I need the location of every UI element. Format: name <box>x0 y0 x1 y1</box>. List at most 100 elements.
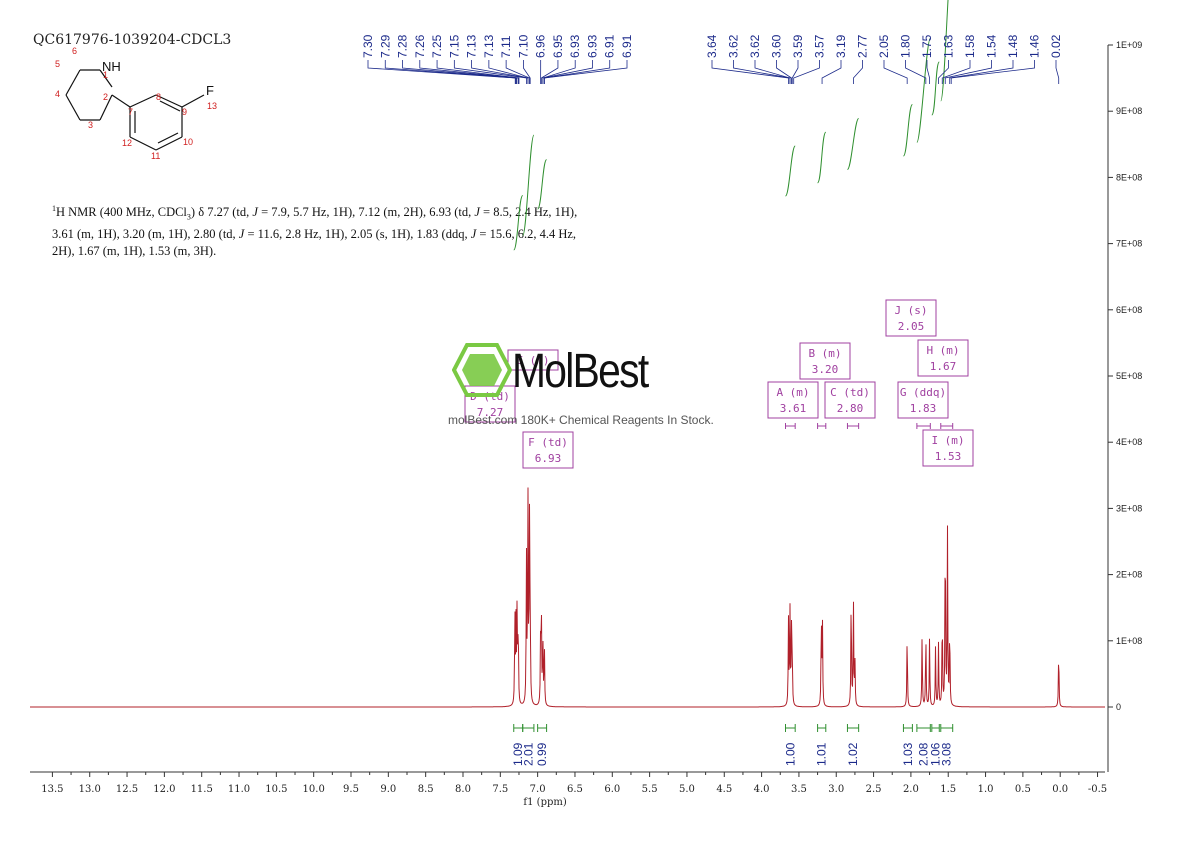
x-tick-label: 11.5 <box>191 784 213 795</box>
integral-curve <box>916 37 931 143</box>
peak-label-leader <box>711 60 789 84</box>
atom-label: 9 <box>182 107 187 117</box>
multiplet-box <box>897 381 949 419</box>
multiplet-shift: 3.20 <box>812 363 839 376</box>
multiplet-label: A (m) <box>776 386 809 399</box>
peak-label-leader <box>941 60 971 84</box>
x-tick-label: 6.5 <box>567 784 583 795</box>
integral-curve <box>513 195 524 251</box>
peak-label-leader <box>367 60 516 84</box>
x-tick-label: 1.0 <box>978 784 994 795</box>
x-tick-label: 4.5 <box>716 784 732 795</box>
peak-label: 1.46 <box>1028 34 1042 58</box>
x-tick-label: 2.5 <box>866 784 882 795</box>
integral-curve <box>846 117 860 170</box>
spectrum-trace <box>30 487 1105 708</box>
peak-label: 6.95 <box>551 34 565 58</box>
atom-label: 6 <box>72 46 77 56</box>
multiplet-shift: 2.05 <box>898 320 925 333</box>
peak-label-leader <box>543 60 611 84</box>
peak-label: 6.96 <box>534 34 548 58</box>
multiplet-shift: 7.27 <box>477 406 504 419</box>
x-tick-label: 12.0 <box>153 784 175 795</box>
peak-label-leader <box>543 60 628 84</box>
peak-label-leader <box>950 60 1035 84</box>
peak-label-leader <box>883 60 908 84</box>
integral-curve <box>940 0 949 102</box>
x-tick-label: 12.5 <box>116 784 138 795</box>
x-tick-label: 9.5 <box>343 784 359 795</box>
integration-value: 0.99 <box>535 742 549 766</box>
peak-label: 1.63 <box>942 34 956 58</box>
peak-label-leader <box>542 60 593 84</box>
integral-curve <box>537 159 548 210</box>
x-tick-label: 0.0 <box>1052 784 1068 795</box>
peak-label: 3.59 <box>791 34 805 58</box>
x-tick-label: 10.5 <box>265 784 287 795</box>
peak-label: 1.75 <box>920 34 934 58</box>
x-tick-label: 4.0 <box>754 784 770 795</box>
peak-label-leader <box>949 60 1014 84</box>
multiplet-shift: 1.67 <box>930 360 957 373</box>
x-tick-label: 7.0 <box>530 784 546 795</box>
integration-value: 1.06 <box>929 742 943 766</box>
peak-label: 1.54 <box>985 34 999 58</box>
atom-nh: NH <box>102 59 121 74</box>
integration-value: 1.01 <box>815 742 829 766</box>
peak-label: 3.60 <box>770 34 784 58</box>
peak-label: 1.80 <box>899 34 913 58</box>
x-tick-label: 8.0 <box>455 784 471 795</box>
multiplet-box <box>767 381 819 419</box>
peak-label-leader <box>402 60 518 84</box>
atom-label: 8 <box>156 92 161 102</box>
multiplet-box <box>917 339 969 377</box>
atom-label: 7 <box>128 107 133 117</box>
y-tick-label: 7E+08 <box>1116 239 1142 249</box>
integration-value: 2.01 <box>521 742 535 766</box>
molecule-structure: 1 2 3 4 5 6 7 8 9 10 11 12 13 NH F <box>55 46 217 161</box>
y-tick-label: 1E+08 <box>1116 636 1142 646</box>
peak-label-leader <box>821 60 842 84</box>
y-tick-label: 0 <box>1116 702 1121 712</box>
x-tick-label: 5.5 <box>642 784 658 795</box>
multiplet-box <box>824 381 876 419</box>
multiplet-box <box>799 342 851 380</box>
x-tick-label: 0.5 <box>1015 784 1031 795</box>
y-tick-label: 2E+08 <box>1116 570 1142 580</box>
nmr-description: 1H NMR (400 MHz, CDCl3) δ 7.27 (td, J = … <box>52 204 578 258</box>
peak-label-leader <box>905 60 927 84</box>
x-tick-label: 13.0 <box>79 784 101 795</box>
sample-id: QC617976-1039204-CDCL3 <box>33 32 232 48</box>
multiplet-label: B (m) <box>808 347 841 360</box>
y-tick-label: 5E+08 <box>1116 371 1142 381</box>
multiplet-box <box>522 431 574 469</box>
peak-label: 3.57 <box>813 34 827 58</box>
multiplet-label: H (m) <box>926 344 959 357</box>
peak-label: 7.28 <box>396 34 410 58</box>
peak-label-leader <box>944 60 992 84</box>
peak-label-leader <box>523 60 531 84</box>
y-tick-label: 8E+08 <box>1116 172 1142 182</box>
y-tick-label: 4E+08 <box>1116 437 1142 447</box>
peak-label: 7.13 <box>482 34 496 58</box>
peak-label: 2.77 <box>856 34 870 58</box>
peak-label: 7.11 <box>499 35 513 58</box>
peak-label: 7.30 <box>361 34 375 58</box>
peak-label-leader <box>926 60 930 84</box>
integration-value: 1.09 <box>511 742 525 766</box>
peak-label-leader <box>938 60 949 84</box>
integration-value: 3.08 <box>940 742 954 766</box>
peak-label: 3.64 <box>705 34 719 58</box>
peak-label-leader <box>542 60 576 84</box>
x-tick-label: 11.0 <box>228 784 250 795</box>
atom-label: 4 <box>55 89 60 99</box>
peak-label: 7.13 <box>465 34 479 58</box>
watermark-tagline: molBest.com 180K+ Chemical Reagents In S… <box>448 413 714 427</box>
multiplet-shift: 2.80 <box>837 402 864 415</box>
atom-label: 2 <box>103 92 108 102</box>
y-tick-label: 9E+08 <box>1116 106 1142 116</box>
multiplet-label: C (td) <box>830 386 870 399</box>
peak-label-leader <box>384 60 517 84</box>
atom-label: 10 <box>183 137 193 147</box>
